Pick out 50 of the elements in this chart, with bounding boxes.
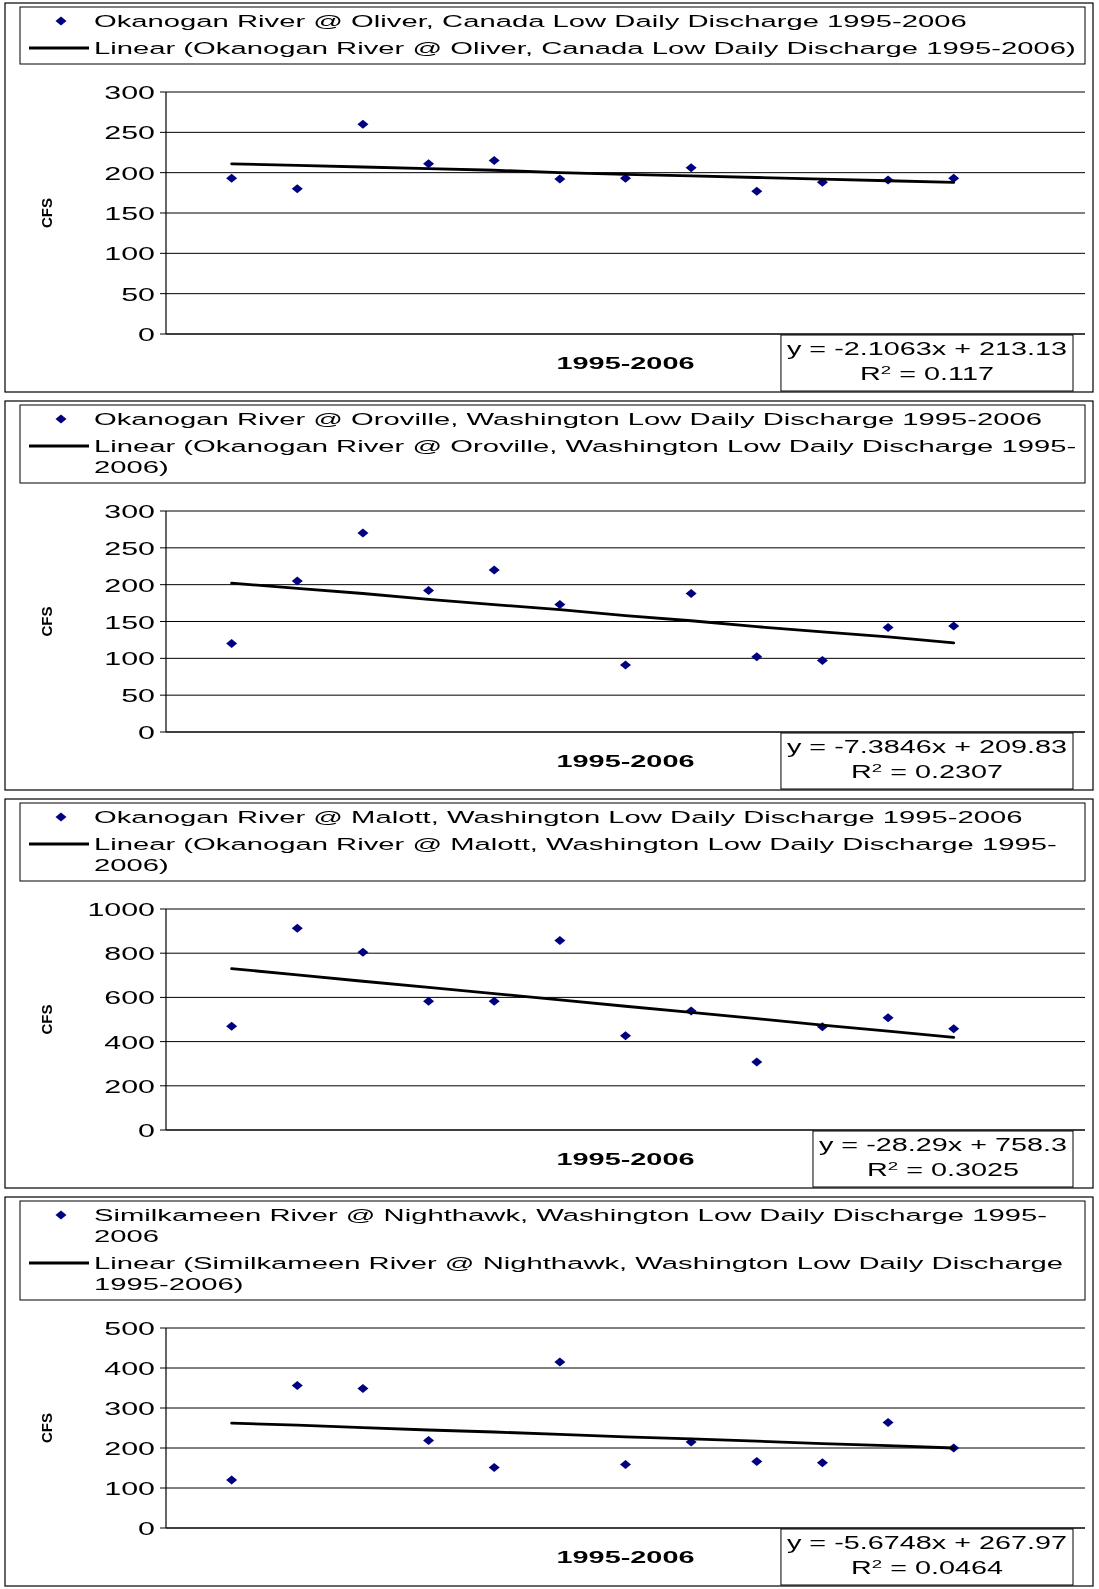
y-tick-label: 50: [121, 283, 155, 305]
y-axis-title: CFS: [38, 606, 55, 637]
y-tick-label: 200: [104, 162, 155, 184]
y-tick-label: 500: [104, 1317, 155, 1339]
y-tick-label: 200: [104, 1075, 155, 1097]
y-tick-label: 600: [104, 987, 155, 1009]
y-tick-label: 800: [104, 942, 155, 964]
x-axis-title: 1995-2006: [556, 353, 695, 373]
y-tick-label: 0: [138, 1517, 155, 1539]
legend-label: Similkameen River @ Nighthawk, Washington Low Daily Discharge 1995-2006: [94, 1205, 1047, 1246]
text: R$^{2}$ = 0.3025: [866, 1159, 1020, 1180]
y-tick-label: 200: [104, 1437, 155, 1459]
y-tick-label: 50: [121, 684, 155, 706]
legend-label: Linear (Similkameen River @ Nighthawk, Washington Low Daily Discharge 1995-2006): [94, 1253, 1064, 1294]
y-tick-label: 150: [104, 202, 155, 224]
text: y = -5.6748x + 267.97: [786, 1532, 1067, 1553]
y-tick-label: 200: [104, 574, 155, 596]
y-tick-label: 300: [104, 1397, 155, 1419]
y-tick-label: 250: [104, 122, 155, 144]
y-tick-label: 300: [104, 500, 155, 522]
text: y = -7.3846x + 209.83: [786, 736, 1067, 757]
y-tick-label: 100: [104, 243, 155, 265]
legend-label: Okanogan River @ Oroville, Washington Low Daily Discharge 1995-2006: [94, 409, 1043, 429]
x-axis-title: 1995-2006: [556, 1149, 695, 1169]
y-axis-title: CFS: [38, 1004, 55, 1035]
legend-label: Linear (Okanogan River @ Oroville, Washington Low Daily Discharge 1995-2006): [94, 436, 1077, 477]
legend-label: Okanogan River @ Malott, Washington Low Daily Discharge 1995-2006: [94, 807, 1023, 827]
y-tick-label: 300: [104, 81, 155, 103]
text: R$^{2}$ = 0.0464: [850, 1557, 1004, 1578]
y-axis-title: CFS: [38, 198, 55, 228]
legend-label: Okanogan River @ Oliver, Canada Low Daily Discharge 1995-2006: [94, 11, 967, 31]
y-tick-label: 0: [138, 1119, 155, 1141]
y-tick-label: 400: [104, 1357, 155, 1379]
y-tick-label: 400: [104, 1031, 155, 1053]
y-axis-title: CFS: [38, 1413, 55, 1443]
y-tick-label: 250: [104, 537, 155, 559]
y-tick-label: 1000: [87, 898, 155, 920]
legend-label: Linear (Okanogan River @ Malott, Washington Low Daily Discharge 1995-2006): [94, 834, 1057, 875]
x-axis-title: 1995-2006: [556, 751, 695, 771]
y-tick-label: 100: [104, 648, 155, 670]
text: y = -28.29x + 758.3: [818, 1134, 1067, 1155]
y-tick-label: 0: [138, 721, 155, 743]
text: R$^{2}$ = 0.117: [860, 363, 994, 384]
x-axis-title: 1995-2006: [556, 1547, 695, 1567]
legend-label: Linear (Okanogan River @ Oliver, Canada Low Daily Discharge 1995-2006): [94, 38, 1076, 58]
text: y = -2.1063x + 213.13: [786, 338, 1067, 359]
y-tick-label: 150: [104, 611, 155, 633]
y-tick-label: 0: [138, 323, 155, 345]
text: R$^{2}$ = 0.2307: [850, 761, 1004, 782]
y-tick-label: 100: [104, 1477, 155, 1499]
